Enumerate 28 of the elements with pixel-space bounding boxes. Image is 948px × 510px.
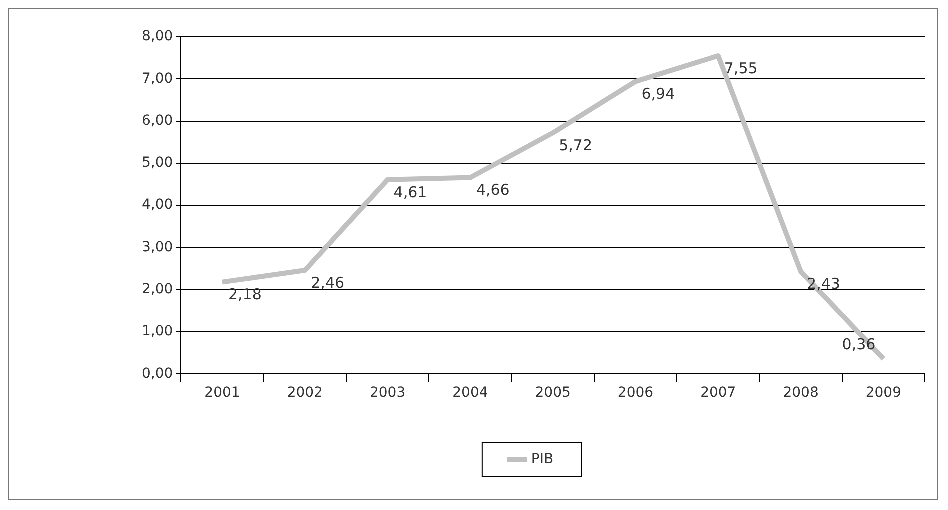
y-tick-label: 4,00 xyxy=(142,197,174,214)
x-tick-label: 2001 xyxy=(204,385,240,402)
data-label: 2,43 xyxy=(807,275,840,294)
y-tick-label: 8,00 xyxy=(142,28,174,45)
data-label: 0,36 xyxy=(842,335,876,354)
data-label: 2,18 xyxy=(228,286,262,304)
x-tick-label: 2009 xyxy=(866,385,902,402)
x-tick-label: 2003 xyxy=(370,385,406,402)
y-tick-label: 7,00 xyxy=(142,70,174,87)
data-label: 4,61 xyxy=(394,183,428,202)
x-tick-label: 2002 xyxy=(287,385,323,402)
x-tick-label: 2008 xyxy=(783,385,819,402)
legend-label: PIB xyxy=(531,452,554,468)
y-tick-label: 0,00 xyxy=(142,366,174,382)
y-tick-label: 1,00 xyxy=(142,324,174,340)
data-label: 5,72 xyxy=(559,136,592,154)
x-tick-label: 2004 xyxy=(452,385,488,402)
y-tick-label: 5,00 xyxy=(142,155,174,172)
x-tick-label: 2006 xyxy=(618,385,654,402)
x-tick-label: 2005 xyxy=(535,385,571,402)
x-tick-label: 2007 xyxy=(700,385,736,402)
y-tick-label: 3,00 xyxy=(142,239,174,256)
y-tick-label: 2,00 xyxy=(142,282,174,298)
y-tick-label: 6,00 xyxy=(142,112,174,129)
data-label: 2,46 xyxy=(311,274,345,292)
data-label: 6,94 xyxy=(642,85,676,104)
data-label: 7,55 xyxy=(724,59,758,78)
data-label: 4,66 xyxy=(476,181,510,200)
